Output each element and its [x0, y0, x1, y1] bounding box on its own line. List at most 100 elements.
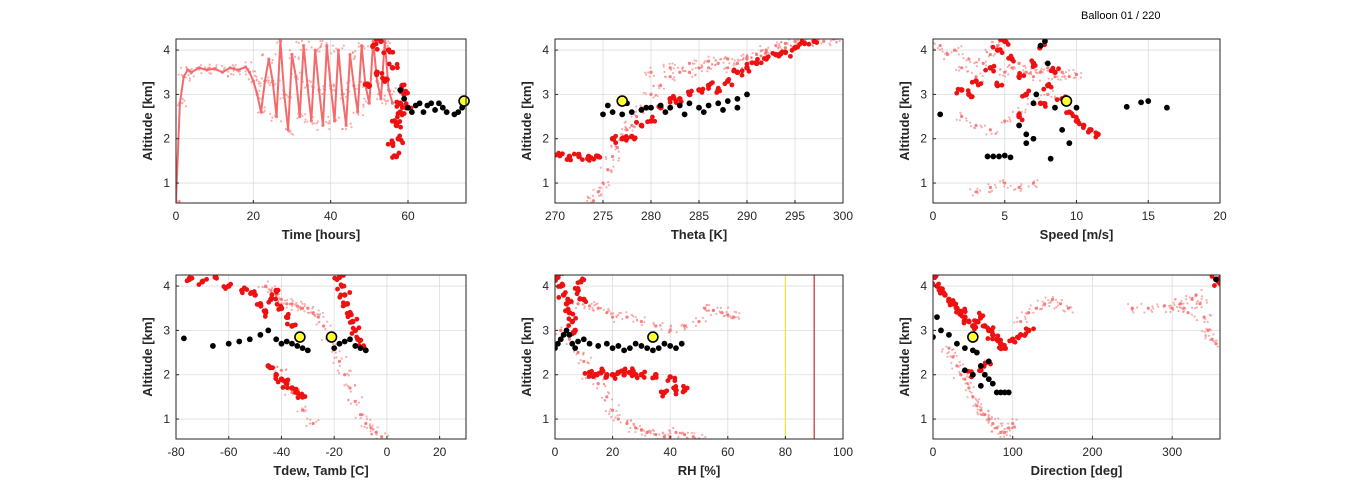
trail-point — [394, 86, 397, 90]
y-axis-label: Altitude [km] — [897, 81, 912, 160]
trail-point — [693, 432, 696, 435]
trail-point — [255, 79, 258, 82]
trail-point — [565, 342, 568, 346]
track-point — [575, 338, 581, 345]
trail-point — [999, 435, 1002, 439]
trail-point — [173, 102, 175, 104]
trail-point — [1025, 312, 1029, 315]
recent-point — [270, 365, 276, 371]
recent-point — [1080, 125, 1086, 131]
trail-point — [1177, 303, 1181, 306]
trail-point — [780, 40, 783, 44]
trail-point — [338, 364, 342, 367]
track-point — [439, 104, 446, 111]
track-point — [566, 331, 573, 338]
trail-point — [289, 96, 293, 99]
trail-point — [347, 374, 350, 377]
x-tick-label: 200 — [1082, 445, 1102, 459]
track-point — [289, 340, 295, 347]
trail-point — [980, 406, 983, 409]
trail-point — [619, 421, 622, 424]
recent-point — [1209, 275, 1215, 279]
recent-point — [1086, 129, 1091, 135]
y-tick-label: 2 — [163, 368, 170, 382]
track-point — [455, 109, 462, 116]
trail-point — [1179, 306, 1182, 309]
trail-point — [652, 432, 655, 436]
trail-point — [661, 321, 664, 325]
trail-point — [663, 440, 665, 442]
trail-point — [1026, 102, 1029, 106]
trail-point — [582, 303, 585, 306]
trail-point — [345, 127, 348, 131]
recent-point — [350, 325, 356, 331]
recent-point — [338, 282, 344, 288]
trail-point — [188, 70, 191, 73]
trail-point — [338, 350, 341, 353]
recent-point — [354, 316, 360, 322]
recent-point — [349, 331, 355, 336]
recent-point — [625, 135, 630, 141]
recent-point — [400, 140, 406, 146]
track-point — [734, 95, 741, 102]
trail-point — [1193, 315, 1196, 318]
trail-point — [759, 50, 762, 53]
track-point — [969, 371, 976, 378]
trail-point — [604, 155, 607, 159]
trail-point — [602, 308, 605, 311]
x-tick-label: 0 — [173, 209, 180, 223]
trail-point — [759, 45, 762, 48]
trail-point — [269, 81, 272, 84]
trail-point — [1057, 304, 1060, 307]
trail-point — [667, 433, 670, 436]
trail-point — [306, 311, 310, 314]
trail-point — [377, 82, 380, 85]
trail-point — [981, 411, 984, 415]
trail-point — [288, 57, 291, 60]
trail-point — [694, 436, 697, 439]
trail-point — [725, 71, 728, 74]
trail-point — [1186, 311, 1190, 315]
y-axis-label: Altitude [km] — [140, 81, 155, 160]
track-point — [278, 340, 285, 347]
track-point — [416, 100, 423, 107]
trail-point — [273, 114, 277, 117]
trail-point — [306, 306, 310, 310]
trail-point — [267, 76, 270, 79]
trail-point — [215, 66, 218, 69]
track-point — [555, 345, 558, 352]
trail-point — [306, 120, 309, 123]
y-tick-label: 1 — [920, 412, 927, 426]
trail-point — [322, 324, 326, 328]
recent-point — [650, 375, 656, 381]
trail-point — [989, 190, 992, 194]
trail-point — [295, 304, 299, 308]
recent-point — [947, 302, 953, 308]
trail-point — [668, 62, 671, 65]
trail-point — [652, 323, 655, 326]
data-layer — [933, 275, 1220, 439]
recent-point — [571, 151, 577, 157]
recent-point — [1076, 121, 1082, 127]
trail-point — [354, 50, 357, 53]
recent-point — [1019, 117, 1025, 123]
trail-point — [967, 386, 971, 390]
trail-point — [958, 119, 962, 122]
recent-point — [1016, 75, 1022, 81]
trail-point — [627, 430, 631, 433]
trail-point — [966, 383, 969, 386]
trail-point — [999, 180, 1002, 183]
trail-point — [952, 377, 955, 380]
trail-point — [588, 197, 591, 200]
trail-point — [1003, 185, 1006, 188]
recent-point — [664, 388, 670, 394]
trail-point — [386, 44, 389, 48]
recent-point — [349, 312, 354, 318]
data-layer — [173, 39, 466, 203]
trail-point — [1205, 299, 1208, 302]
trail-point — [671, 71, 675, 75]
trail-point — [941, 348, 944, 351]
y-tick-label: 1 — [163, 412, 170, 426]
recent-point — [228, 281, 234, 287]
trail-point — [257, 82, 260, 85]
